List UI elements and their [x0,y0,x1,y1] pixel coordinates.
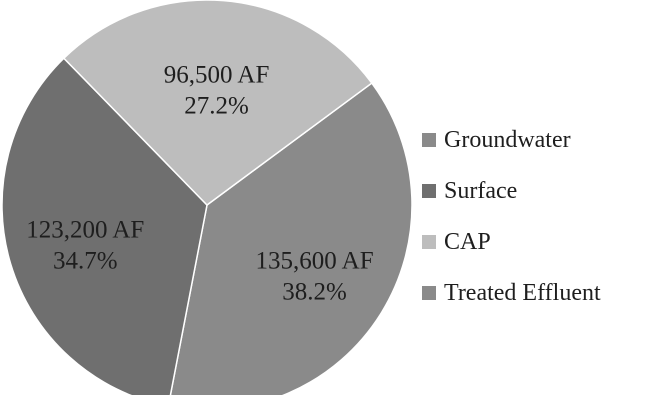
slice-value-label-groundwater: 135,600 AF [256,248,374,275]
slice-percent-label-cap: 27.2% [184,93,249,120]
slice-value-label-cap: 96,500 AF [164,62,270,89]
legend-label-surface: Surface [444,177,518,204]
legend-item-surface: Surface [422,165,658,216]
pie-slice-surface [1,57,208,395]
legend-item-groundwater: Groundwater [422,114,658,165]
pie-slice-groundwater [169,82,413,395]
legend-label-cap: CAP [444,228,491,255]
pie-slices [1,0,413,395]
pie-slice-labels: 135,600 AF 38.2% 123,200 AF 34.7% 96,500 AF 2… [26,62,373,306]
legend-label-groundwater: Groundwater [444,126,571,153]
legend-item-cap: CAP [422,216,658,267]
legend-swatch-groundwater [422,132,436,147]
pie-slice-cap [62,0,373,206]
slice-percent-label-groundwater: 38.2% [282,279,347,306]
slice-percent-label-surface: 34.7% [53,248,118,275]
legend-label-treated-effluent: Treated Effluent [444,279,601,306]
legend-swatch-cap [422,234,436,249]
legend-swatch-surface [422,183,436,198]
slice-value-label-surface: 123,200 AF [26,217,144,244]
legend-swatch-treated-effluent [422,285,436,300]
chart-legend: Groundwater Surface CAP Treated Effluent [422,114,658,318]
legend-item-treated-effluent: Treated Effluent [422,267,658,318]
